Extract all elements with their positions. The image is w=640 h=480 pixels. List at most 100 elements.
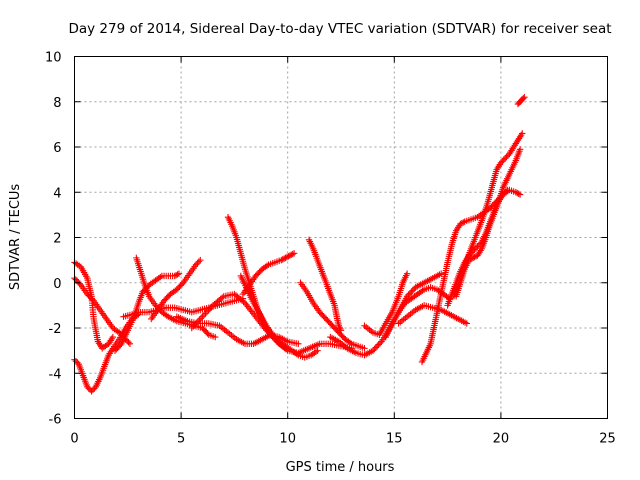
data-point-marker: [372, 344, 380, 351]
data-series: [71, 94, 528, 395]
data-point-marker: [335, 322, 343, 329]
data-point-marker: [409, 287, 416, 294]
data-point-marker: [240, 298, 247, 306]
data-point-marker: [405, 291, 412, 299]
grid: [74, 56, 608, 419]
data-point-marker: [295, 340, 302, 348]
data-point-marker: [174, 271, 181, 278]
data-point-marker: [195, 258, 203, 265]
series-track-11: [239, 250, 298, 298]
data-point-marker: [471, 253, 478, 261]
data-point-marker: [123, 337, 131, 345]
data-point-marker: [371, 345, 378, 353]
data-point-marker: [88, 388, 95, 395]
series-track-12: [237, 272, 321, 361]
data-point-marker: [465, 256, 473, 264]
data-point-marker: [171, 272, 178, 280]
data-point-marker: [469, 254, 477, 262]
data-point-marker: [458, 219, 466, 227]
data-point-marker: [460, 219, 467, 226]
data-point-marker: [504, 152, 512, 159]
data-point-marker: [500, 156, 507, 164]
data-point-marker: [520, 95, 527, 102]
y-tick-label: -6: [49, 413, 62, 428]
ticks: 0 5 10 15 20 25 -6 -4 -2 0 2 4 6 8 10: [45, 51, 616, 447]
data-point-marker: [521, 94, 528, 101]
data-point-marker: [212, 333, 219, 341]
data-point-marker: [197, 256, 204, 264]
data-point-marker: [279, 256, 286, 263]
data-point-marker: [285, 253, 292, 260]
data-point-marker: [472, 244, 480, 252]
data-point-marker: [499, 158, 506, 165]
data-point-marker: [289, 250, 296, 258]
y-tick-label: 10: [45, 51, 62, 66]
y-tick-label: 4: [53, 186, 61, 201]
data-point-marker: [514, 189, 521, 197]
x-tick-label: 25: [599, 432, 616, 447]
data-point-marker: [109, 333, 117, 341]
data-point-marker: [516, 191, 524, 198]
series-track-9: [224, 213, 289, 352]
x-tick-label: 20: [493, 432, 510, 447]
data-point-marker: [497, 159, 505, 167]
chart-title: Day 279 of 2014, Sidereal Day-to-day VTE…: [68, 21, 611, 37]
data-point-marker: [290, 250, 298, 257]
data-point-marker: [288, 251, 295, 259]
data-point-marker: [126, 340, 134, 348]
data-point-marker: [192, 261, 200, 268]
data-point-marker: [172, 272, 180, 279]
data-point-marker: [369, 347, 377, 354]
series-track-18: [395, 302, 470, 327]
data-point-marker: [516, 146, 524, 153]
data-point-marker: [361, 345, 368, 352]
data-point-marker: [468, 255, 475, 262]
x-tick-label: 0: [70, 432, 78, 447]
series-track-14: [297, 279, 368, 352]
series-track-2: [71, 311, 142, 395]
data-point-marker: [200, 311, 208, 319]
data-point-marker: [204, 330, 211, 337]
x-axis-label: GPS time / hours: [286, 460, 395, 475]
y-tick-label: 2: [53, 232, 61, 247]
series-track-1: [71, 259, 117, 352]
data-point-marker: [403, 293, 411, 300]
series-track-16: [361, 270, 411, 338]
data-point-marker: [85, 385, 92, 392]
y-tick-label: 8: [53, 96, 61, 111]
data-point-marker: [467, 256, 474, 263]
data-point-marker: [403, 270, 411, 277]
series-track-7: [148, 256, 204, 323]
data-point-marker: [194, 259, 201, 267]
y-axis-label: SDTVAR / TECUs: [8, 184, 23, 291]
data-point-marker: [91, 385, 98, 392]
data-point-marker: [501, 155, 509, 162]
data-point-marker: [219, 294, 226, 301]
data-point-marker: [457, 220, 464, 228]
series-track-17: [382, 284, 453, 341]
series-track-13: [305, 236, 345, 334]
data-point-marker: [278, 256, 285, 264]
x-tick-label: 15: [386, 432, 403, 447]
data-point-marker: [199, 313, 206, 320]
data-point-marker: [89, 386, 97, 394]
x-tick-label: 10: [279, 432, 296, 447]
y-tick-label: 6: [53, 141, 61, 156]
series-track-6: [133, 254, 219, 341]
y-tick-label: -4: [49, 367, 62, 382]
data-point-marker: [519, 130, 526, 137]
data-point-marker: [512, 189, 520, 196]
data-point-marker: [196, 316, 203, 324]
data-point-marker: [515, 190, 522, 197]
data-point-marker: [84, 383, 91, 391]
data-point-marker: [74, 359, 81, 366]
data-point-marker: [406, 290, 414, 297]
y-tick-label: 0: [53, 277, 61, 292]
x-tick-label: 5: [177, 432, 185, 447]
data-point-marker: [374, 342, 381, 350]
data-point-marker: [408, 288, 415, 295]
data-point-marker: [280, 255, 288, 262]
series-track-23: [514, 94, 528, 108]
data-point-marker: [336, 324, 343, 331]
